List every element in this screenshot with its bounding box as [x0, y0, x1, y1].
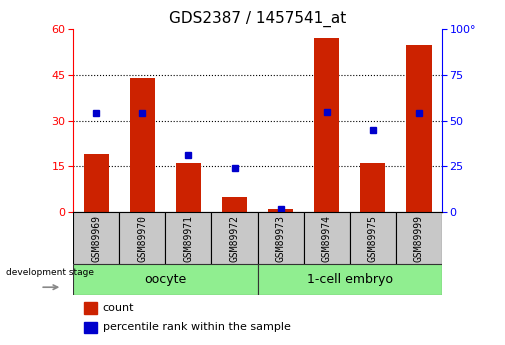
Bar [84, 303, 97, 314]
Bar [222, 197, 247, 212]
Text: development stage: development stage [6, 268, 94, 277]
Text: 1-cell embryo: 1-cell embryo [307, 273, 393, 286]
Bar [73, 264, 258, 295]
Bar [130, 78, 155, 212]
Text: GSM89971: GSM89971 [183, 215, 193, 262]
Text: GSM89973: GSM89973 [276, 215, 286, 262]
Bar [258, 264, 442, 295]
Bar [396, 212, 442, 264]
Bar [349, 212, 396, 264]
Bar [212, 212, 258, 264]
Text: GSM89975: GSM89975 [368, 215, 378, 262]
Bar [84, 322, 97, 333]
Bar [165, 212, 212, 264]
Text: GSM89974: GSM89974 [322, 215, 332, 262]
Bar [406, 45, 431, 212]
Bar [176, 164, 201, 212]
Text: oocyte: oocyte [144, 273, 186, 286]
Bar [119, 212, 165, 264]
Bar [258, 212, 304, 264]
Text: GSM89970: GSM89970 [137, 215, 147, 262]
Text: count: count [103, 303, 134, 313]
Text: percentile rank within the sample: percentile rank within the sample [103, 322, 290, 332]
Bar [314, 38, 339, 212]
Title: GDS2387 / 1457541_at: GDS2387 / 1457541_at [169, 10, 346, 27]
Text: GSM89999: GSM89999 [414, 215, 424, 262]
Bar [84, 154, 109, 212]
Text: GSM89969: GSM89969 [91, 215, 102, 262]
Bar [73, 212, 119, 264]
Text: GSM89972: GSM89972 [229, 215, 239, 262]
Bar [304, 212, 350, 264]
Bar [268, 209, 293, 212]
Bar [360, 164, 385, 212]
